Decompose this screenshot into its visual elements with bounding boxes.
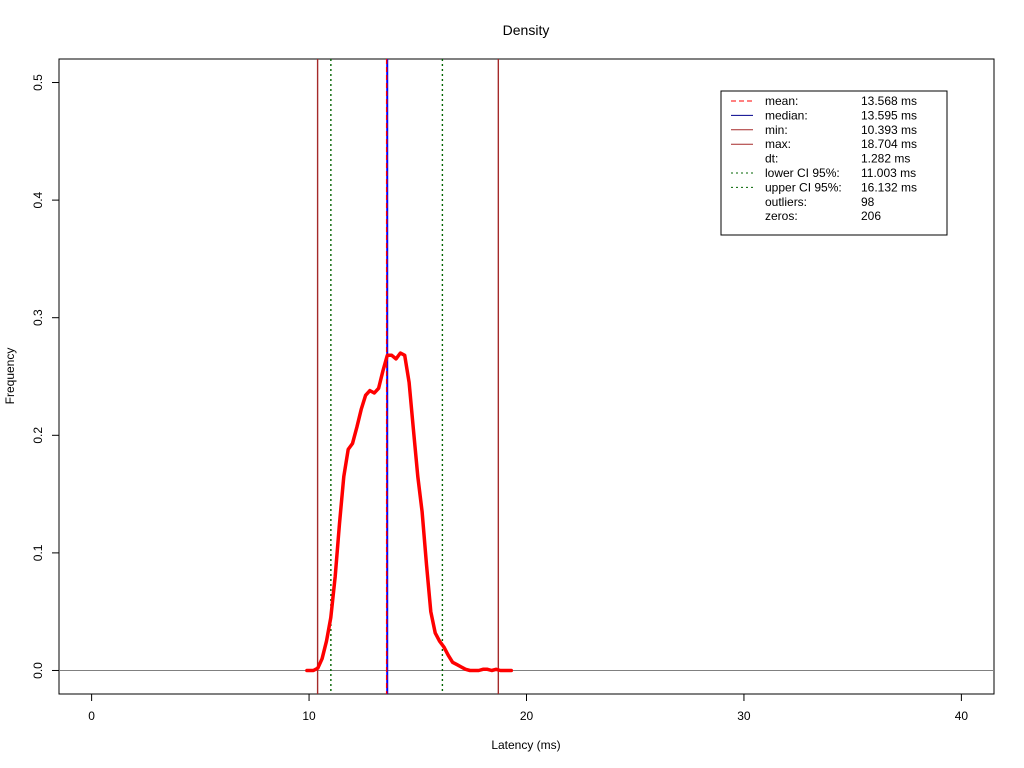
chart-title: Density (503, 22, 550, 38)
legend-value: 16.132 ms (861, 180, 917, 194)
legend-value: 13.595 ms (861, 108, 917, 122)
x-tick-label: 10 (302, 709, 316, 723)
y-tick-label: 0.3 (31, 309, 45, 326)
density-curve (305, 351, 514, 673)
legend-value: 11.003 ms (861, 166, 916, 180)
x-axis: 0 10 20 30 40 (88, 693, 969, 723)
legend-label: max: (765, 137, 791, 151)
y-axis-label: Frequency (3, 348, 17, 405)
legend-value: 206 (861, 209, 881, 223)
legend-label: min: (765, 123, 788, 137)
legend-box (720, 90, 948, 236)
legend-label: dt: (765, 152, 778, 166)
y-tick-label: 0.0 (31, 662, 45, 679)
x-tick-label: 30 (737, 709, 751, 723)
y-tick-label: 0.1 (31, 544, 45, 561)
legend-value: 98 (861, 195, 875, 209)
legend-label: median: (765, 108, 808, 122)
x-tick-label: 40 (955, 709, 969, 723)
legend-label: mean: (765, 94, 798, 108)
x-axis-label: Latency (ms) (491, 738, 560, 752)
legend: mean: 13.568 ms median: 13.595 ms min: 10.393… (720, 90, 948, 236)
legend-label: outliers: (765, 195, 807, 209)
legend-value: 1.282 ms (861, 152, 910, 166)
legend-label: zeros: (765, 209, 798, 223)
legend-value: 13.568 ms (861, 94, 917, 108)
legend-value: 18.704 ms (861, 137, 917, 151)
y-tick-label: 0.5 (31, 74, 45, 91)
legend-label: upper CI 95%: (765, 180, 842, 194)
legend-label: lower CI 95%: (765, 166, 840, 180)
y-tick-label: 0.4 (31, 191, 45, 208)
x-tick-label: 20 (520, 709, 534, 723)
x-tick-label: 0 (88, 709, 95, 723)
y-tick-label: 0.2 (31, 427, 45, 444)
y-axis: 0.0 0.1 0.2 0.3 0.4 0.5 (31, 74, 60, 679)
plot-area (59, 59, 994, 694)
legend-value: 10.393 ms (861, 123, 917, 137)
